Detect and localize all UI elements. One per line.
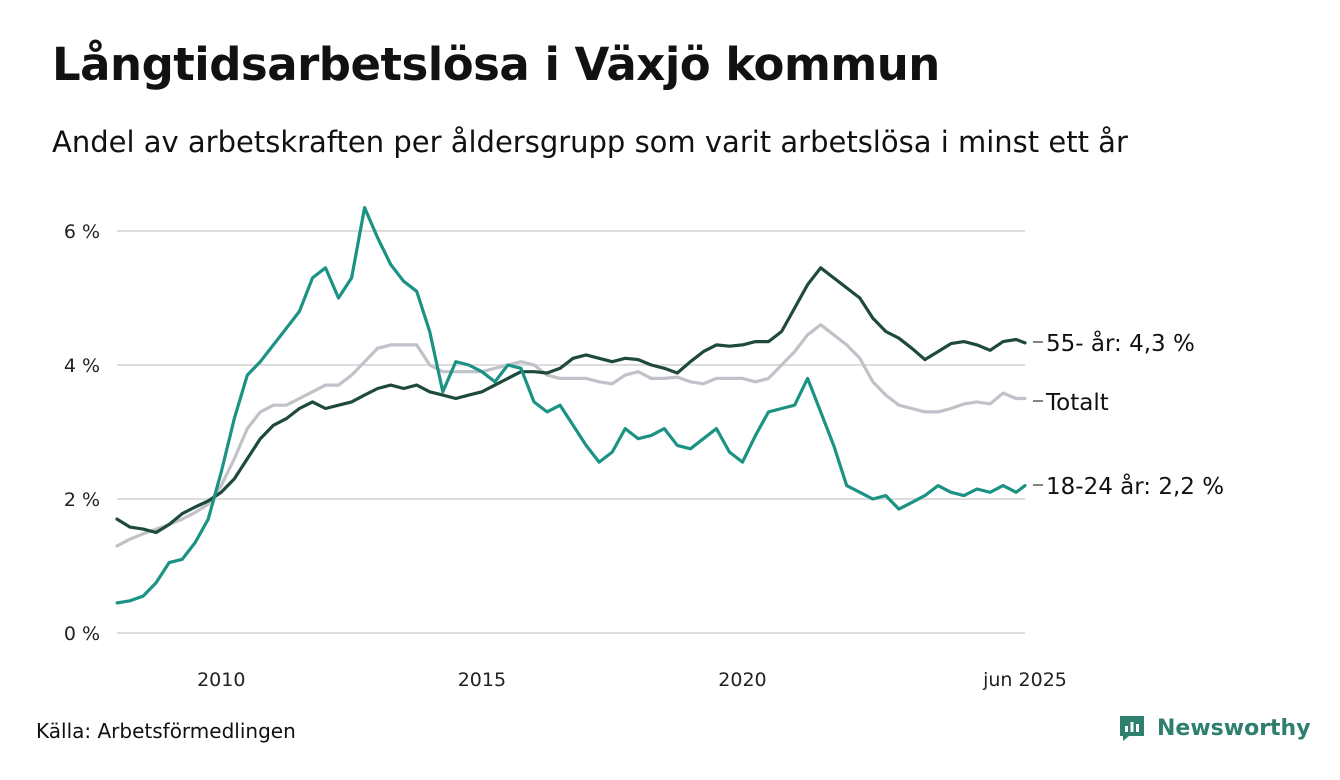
y-tick-label: 6 %: [64, 221, 100, 243]
x-tick-label: 2015: [458, 669, 506, 691]
brand-logo-block[interactable]: Newsworthy: [1117, 713, 1311, 743]
newsworthy-logo-icon: [1120, 716, 1144, 741]
y-axis-tick-labels: 0 % 2 % 4 % 6 %: [64, 221, 100, 645]
x-tick-label: jun 2025: [982, 669, 1067, 691]
series-line-age18_24: [115, 206, 1027, 605]
source-note: Källa: Arbetsförmedlingen: [36, 719, 296, 743]
chart-subtitle: Andel av arbetskraften per åldersgrupp s…: [52, 125, 1128, 159]
y-tick-label: 0 %: [64, 623, 100, 645]
y-tick-label: 4 %: [64, 355, 100, 377]
series-line-total: [115, 323, 1027, 548]
x-axis-tick-labels: 2010 2015 2020 jun 2025: [197, 669, 1067, 691]
line-chart: 0 % 2 % 4 % 6 % 2010 2015 2020 jun 2025 55- år…: [64, 206, 1224, 691]
x-tick-label: 2020: [718, 669, 766, 691]
series-end-labels: 55- år: 4,3 % Totalt 18-24 år: 2,2 %: [1033, 329, 1224, 500]
x-tick-label: 2010: [197, 669, 245, 691]
series-line-age55: [115, 266, 1027, 535]
series-lines: [115, 206, 1027, 605]
brand-name: Newsworthy: [1157, 715, 1311, 741]
series-end-label-total: Totalt: [1045, 390, 1109, 416]
series-end-label-age18_24: 18-24 år: 2,2 %: [1046, 472, 1224, 500]
y-tick-label: 2 %: [64, 489, 100, 511]
series-end-label-age55: 55- år: 4,3 %: [1046, 329, 1195, 357]
gridlines: [117, 230, 1025, 634]
chart-title: Långtidsarbetslösa i Växjö kommun: [52, 38, 940, 91]
